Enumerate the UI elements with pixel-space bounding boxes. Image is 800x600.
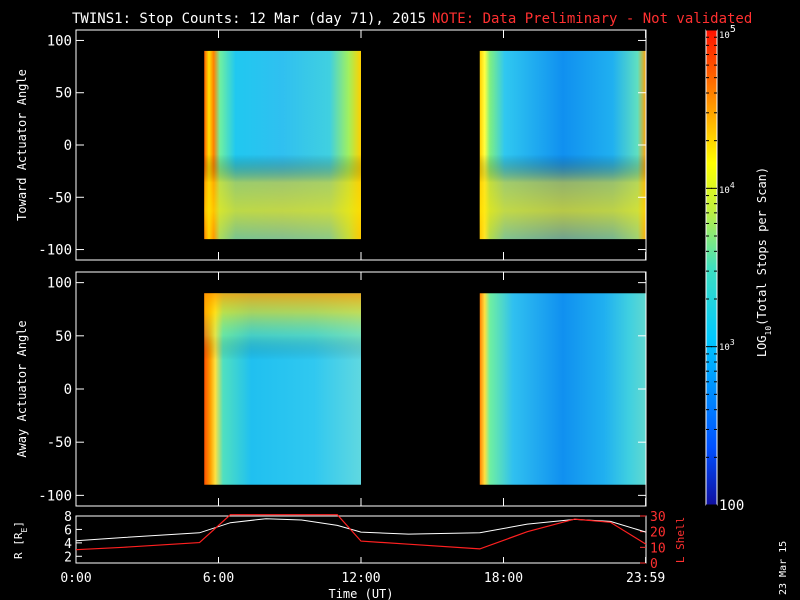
date-stamp: 23 Mar 15 bbox=[778, 541, 789, 595]
away-data-block-1-overlay bbox=[204, 293, 361, 485]
away-y-ticks: 100 50 0 -50 -100 bbox=[38, 272, 647, 506]
panel-toward: 100 50 0 -50 -100 Toward Actuator Angle bbox=[15, 29, 647, 261]
x-tick-label: 23:59 bbox=[626, 571, 665, 586]
radius-line bbox=[75, 518, 647, 542]
y-tick-label: 50 bbox=[55, 86, 72, 102]
left-tick-label: 4 bbox=[64, 537, 72, 552]
colorbar-tick-low: 103 bbox=[719, 338, 735, 353]
toward-data-block-2-overlay bbox=[479, 50, 646, 240]
x-tick-label: 0:00 bbox=[60, 571, 91, 586]
left-tick-label: 6 bbox=[64, 523, 72, 538]
y-tick-label: 100 bbox=[47, 33, 72, 49]
away-ylabel: Away Actuator Angle bbox=[15, 320, 29, 457]
away-data-block-2 bbox=[479, 293, 646, 485]
colorbar-tick-mid: 104 bbox=[719, 181, 735, 196]
y-tick-label: 50 bbox=[55, 329, 72, 345]
lshell-line bbox=[75, 514, 647, 551]
toward-y-ticks: 100 50 0 -50 -100 bbox=[38, 30, 647, 260]
y-tick-label: 0 bbox=[64, 138, 72, 154]
toward-data-block-1-overlay bbox=[204, 50, 361, 240]
colorbar-label: LOG10(Total Stops per Scan) bbox=[755, 167, 773, 357]
left-tick-label: 2 bbox=[64, 550, 72, 565]
x-tick-label: 6:00 bbox=[203, 571, 234, 586]
colorbar-tick-top: 105 bbox=[719, 24, 736, 41]
orbit-right-ylabel: L Shell bbox=[674, 517, 687, 563]
orbit-left-ylabel: R [RE] bbox=[12, 521, 29, 559]
x-axis-label: Time (UT) bbox=[328, 587, 393, 600]
colorbar-scale bbox=[706, 30, 717, 505]
y-tick-label: 100 bbox=[47, 276, 72, 292]
y-tick-label: -100 bbox=[38, 488, 72, 504]
y-tick-label: -50 bbox=[47, 190, 72, 206]
right-tick-label: 20 bbox=[650, 526, 666, 541]
colorbar-tick-bottom: 100 bbox=[719, 498, 744, 514]
right-tick-label: 30 bbox=[650, 510, 666, 525]
panel-away: 100 50 0 -50 -100 Away Actuator Angle bbox=[15, 271, 647, 507]
x-tick-labels: 0:00 6:00 12:00 18:00 23:59 bbox=[60, 571, 665, 586]
toward-ylabel: Toward Actuator Angle bbox=[15, 69, 29, 221]
preliminary-note: NOTE: Data Preliminary - Not validated bbox=[432, 11, 752, 27]
colorbar: 105 104 103 100 LOG10(Total Stops per Sc… bbox=[705, 24, 773, 514]
left-tick-label: 8 bbox=[64, 510, 72, 525]
y-tick-label: 0 bbox=[64, 382, 72, 398]
right-tick-label: 10 bbox=[650, 541, 666, 556]
y-tick-label: -50 bbox=[47, 435, 72, 451]
chart-title: TWINS1: Stop Counts: 12 Mar (day 71), 20… bbox=[72, 11, 426, 27]
y-tick-label: -100 bbox=[38, 243, 72, 259]
x-tick-label: 18:00 bbox=[484, 571, 523, 586]
x-tick-label: 12:00 bbox=[341, 571, 380, 586]
colorbar-ticks bbox=[706, 29, 717, 506]
right-tick-label: 0 bbox=[650, 557, 658, 572]
